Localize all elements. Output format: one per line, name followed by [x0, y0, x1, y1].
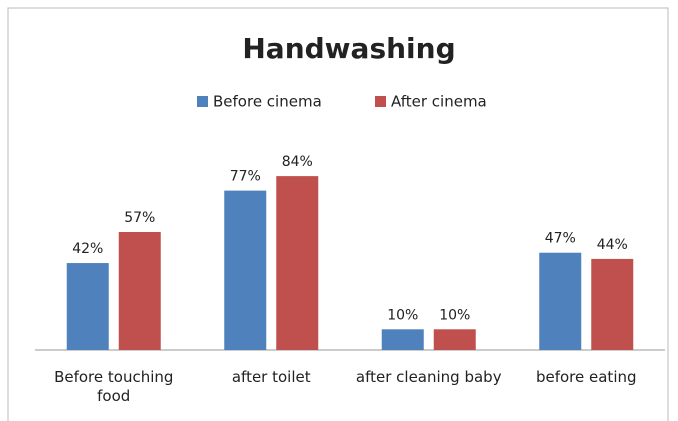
- bar: [66, 263, 109, 350]
- x-tick-label: after toilet: [231, 368, 311, 386]
- bar: [118, 232, 161, 350]
- bar: [433, 329, 476, 350]
- data-label: 44%: [597, 237, 628, 253]
- data-label: 47%: [545, 231, 576, 247]
- data-label: 57%: [124, 210, 155, 226]
- data-label: 10%: [439, 307, 470, 323]
- bar: [591, 258, 634, 350]
- bar: [224, 190, 267, 350]
- chart-frame: [7, 7, 669, 421]
- data-label: 10%: [387, 307, 418, 323]
- legend-label: Before cinema: [213, 93, 322, 111]
- data-label: 42%: [72, 241, 103, 257]
- legend-swatch: [375, 96, 386, 107]
- bar: [381, 329, 424, 350]
- x-tick-label: before eating: [535, 368, 637, 386]
- legend-swatch: [197, 96, 208, 107]
- bar: [539, 252, 582, 350]
- chart-title: Handwashing: [242, 32, 455, 65]
- data-label: 77%: [230, 169, 261, 185]
- x-tick-label: after cleaning baby: [355, 368, 502, 386]
- data-label: 84%: [282, 154, 313, 170]
- x-tick-label: Before touching food: [54, 368, 174, 405]
- bar: [276, 176, 319, 350]
- legend-label: After cinema: [391, 93, 487, 111]
